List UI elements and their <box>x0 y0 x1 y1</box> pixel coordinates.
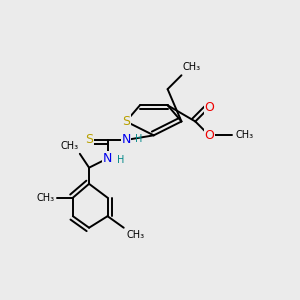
Text: O: O <box>204 129 214 142</box>
Text: CH₃: CH₃ <box>183 62 201 73</box>
Text: CH₃: CH₃ <box>236 130 254 140</box>
Text: CH₃: CH₃ <box>61 141 79 151</box>
Text: H: H <box>135 134 142 144</box>
Text: N: N <box>103 152 112 165</box>
Text: H: H <box>117 154 124 165</box>
Text: S: S <box>85 134 93 146</box>
Text: N: N <box>121 134 131 146</box>
Text: CH₃: CH₃ <box>126 230 144 240</box>
Text: S: S <box>122 115 130 128</box>
Text: CH₃: CH₃ <box>36 193 54 203</box>
Text: O: O <box>204 101 214 114</box>
